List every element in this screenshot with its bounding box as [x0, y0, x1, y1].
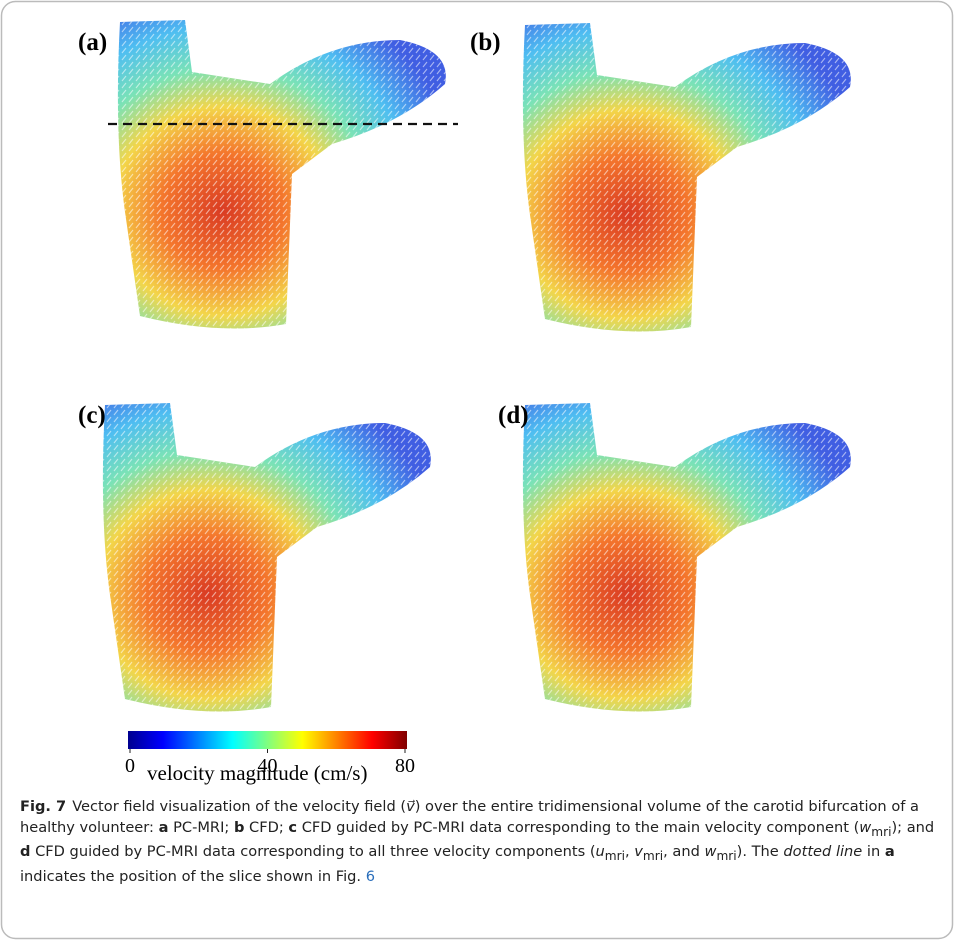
caption-text: indicates the position of the slice show…	[20, 867, 366, 885]
vector-texture	[102, 403, 431, 712]
panel-label: (c)	[78, 402, 106, 429]
caption-text: v	[634, 843, 643, 861]
caption-text: w	[704, 843, 717, 861]
colorbar-label: velocity magnitude (cm/s)	[147, 761, 367, 785]
caption-text: ) over the entire tridimensional volume …	[20, 798, 919, 836]
caption-text: d	[20, 843, 31, 861]
caption-text: mri	[871, 824, 892, 839]
vector-field-panel	[522, 23, 851, 332]
figure-link[interactable]: 6	[365, 867, 375, 885]
vector-field-panel	[117, 20, 446, 329]
caption-text: a	[158, 818, 169, 836]
colorbar	[128, 731, 407, 749]
caption-text: w	[859, 818, 872, 836]
caption-text: mri	[716, 849, 737, 863]
vector-texture	[522, 23, 851, 332]
tick-label: 0	[125, 755, 135, 777]
figure-number: Fig. 7	[20, 798, 67, 815]
caption-text: mri	[642, 849, 664, 863]
tick-label: 40	[258, 755, 278, 777]
caption-text: u	[595, 843, 605, 861]
caption-text: CFD;	[244, 818, 289, 836]
caption-text: ). The	[736, 843, 784, 861]
caption-text: CFD guided by PC-MRI data corresponding …	[297, 818, 860, 836]
caption-text: a	[884, 843, 895, 861]
panel-label: (b)	[470, 29, 501, 56]
panel-label: (a)	[78, 29, 107, 56]
caption-text: v⃗	[406, 798, 415, 815]
caption-text: c	[288, 818, 298, 836]
caption-text: dotted line	[783, 843, 863, 861]
panel-label: (d)	[498, 402, 529, 429]
caption-text: CFD guided by PC-MRI data corresponding …	[30, 843, 596, 861]
caption-text: ,	[624, 843, 635, 861]
caption-text: , and	[663, 843, 705, 861]
caption: Fig. 7 Vector field visualization of the …	[20, 797, 940, 887]
caption-text: PC-MRI;	[168, 818, 234, 836]
tick-label: 80	[395, 755, 415, 777]
vector-field-panel	[522, 403, 851, 712]
caption-text: b	[233, 818, 245, 836]
panels: (a) (b) (c) (d)	[78, 20, 851, 712]
vector-texture	[522, 403, 851, 712]
vector-texture	[117, 20, 446, 329]
caption-text: mri	[604, 849, 625, 863]
caption-text: in	[862, 843, 885, 861]
caption-text: ); and	[891, 818, 935, 836]
colorbar-ticks: 0 40 80	[125, 749, 415, 777]
caption-text: Vector field visualization of the veloci…	[72, 798, 407, 815]
vector-field-panel	[102, 403, 431, 712]
